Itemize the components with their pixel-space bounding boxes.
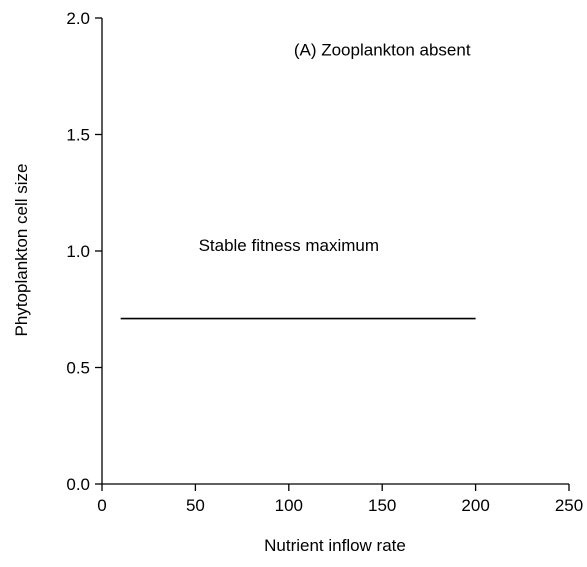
annotations: (A) Zooplankton absent Stable fitness max… <box>199 40 471 255</box>
y-tick-label: 0.5 <box>66 359 90 378</box>
ticks: 0 50 100 150 200 250 0.0 0.5 1.0 1.5 2.0 <box>66 9 583 515</box>
y-tick-label: 1.0 <box>66 242 90 261</box>
x-tick-label: 200 <box>461 496 489 515</box>
y-tick-label: 2.0 <box>66 9 90 28</box>
x-tick-label: 150 <box>368 496 396 515</box>
x-tick-label: 100 <box>275 496 303 515</box>
x-axis-label: Nutrient inflow rate <box>264 536 406 555</box>
y-axis-label: Phytoplankton cell size <box>12 164 31 337</box>
annotation: Stable fitness maximum <box>199 236 379 255</box>
x-tick-label: 50 <box>186 496 205 515</box>
x-tick-label: 250 <box>555 496 583 515</box>
annotation: (A) Zooplankton absent <box>294 40 471 59</box>
y-tick-label: 1.5 <box>66 126 90 145</box>
y-tick-label: 0.0 <box>66 475 90 494</box>
x-tick-label: 0 <box>97 496 106 515</box>
